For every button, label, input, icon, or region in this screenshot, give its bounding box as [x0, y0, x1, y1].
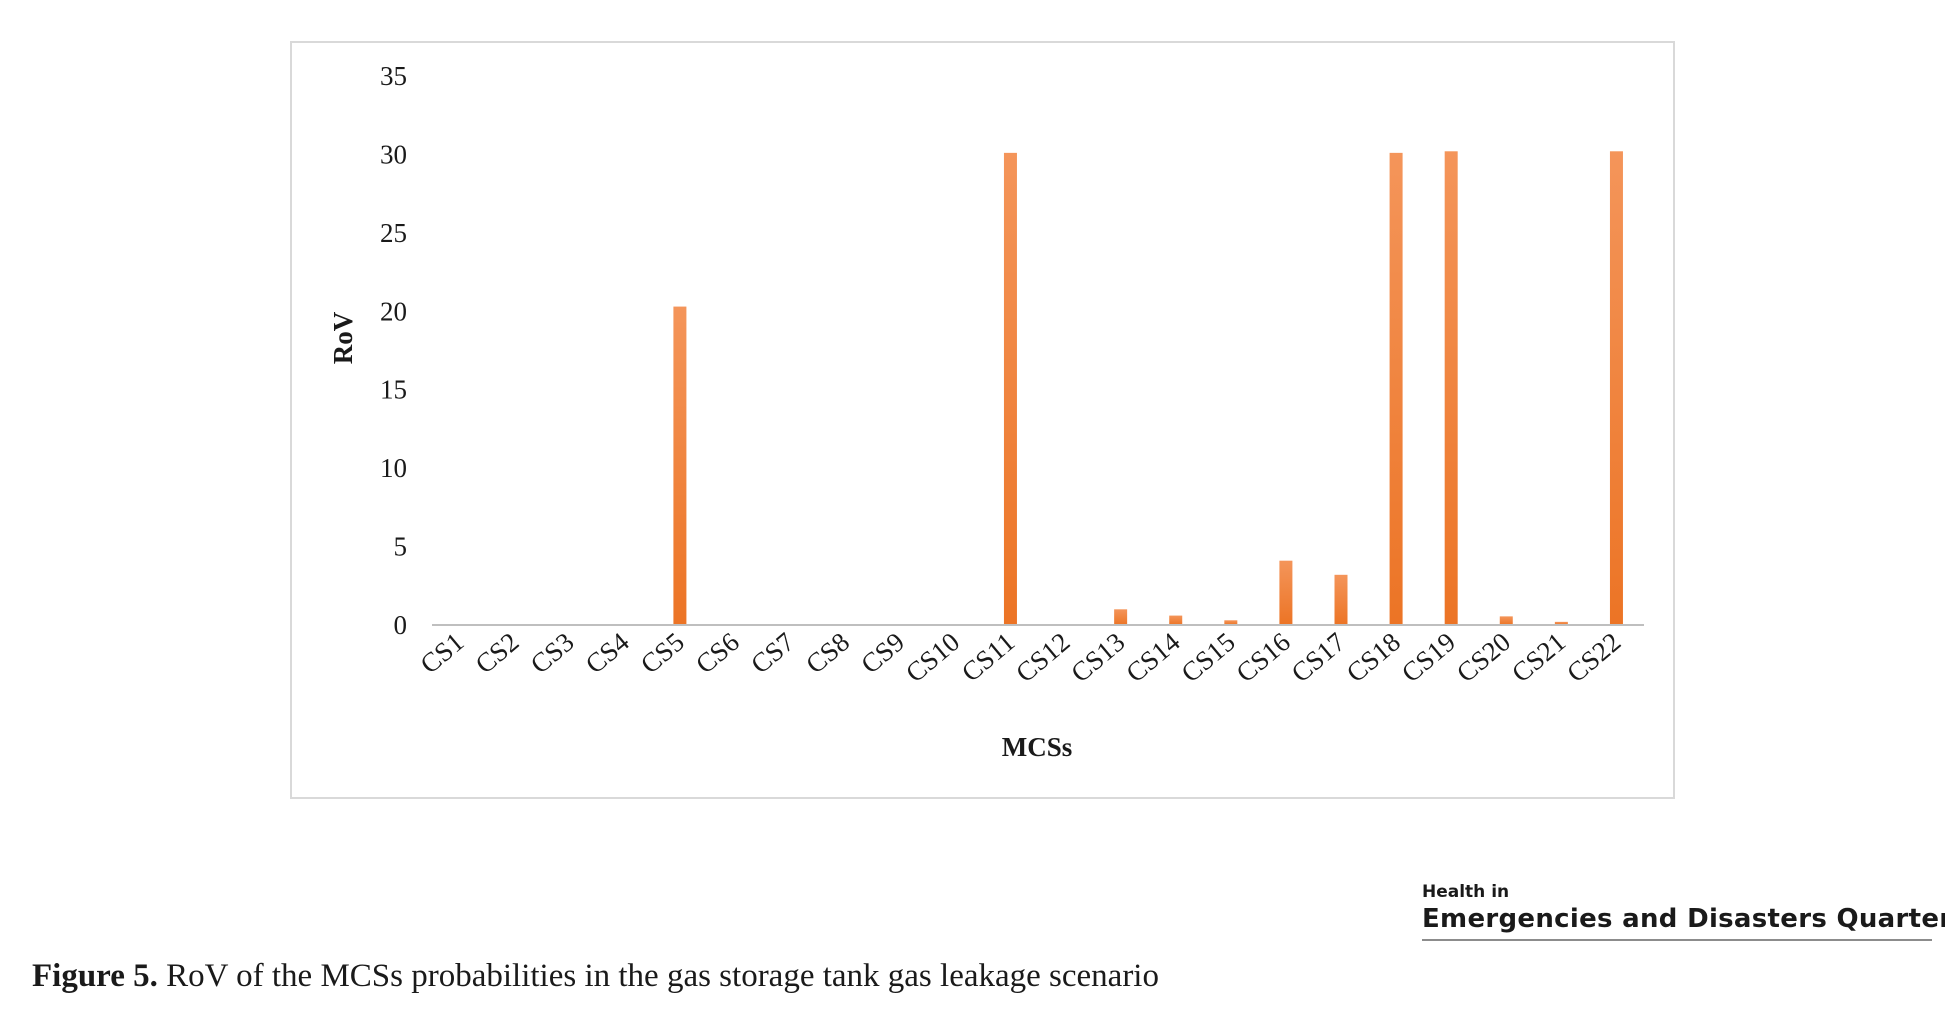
bar-cs14 [1169, 615, 1183, 625]
bar-cs21 [1554, 621, 1568, 625]
y-tick-label: 10 [380, 453, 407, 483]
x-tick-label: CS2 [470, 627, 525, 680]
bar-cs15 [1224, 620, 1238, 625]
x-tick-label: CS1 [414, 627, 469, 680]
figure-caption-text: RoV of the MCSs probabilities in the gas… [157, 958, 1159, 994]
logo-line-2: Emergencies and Disasters Quarterly [1422, 904, 1945, 934]
x-tick-label: CS7 [745, 627, 800, 680]
x-tick-label: CS12 [1010, 627, 1075, 689]
x-tick-label: CS3 [525, 627, 580, 680]
x-tick-label: CS8 [800, 627, 855, 680]
y-tick-label: 15 [380, 375, 407, 405]
x-tick-label: CS10 [900, 627, 965, 689]
bars [453, 151, 1623, 626]
bar-cs19 [1444, 151, 1458, 625]
x-tick-label: CS20 [1451, 627, 1516, 689]
y-axis-label: RoV [328, 311, 358, 364]
x-tick-label: CS4 [580, 626, 635, 679]
journal-logo: Health in Emergencies and Disasters Quar… [1422, 882, 1945, 941]
bar-cs16 [1279, 560, 1293, 625]
x-axis-label: MCSs [1002, 732, 1073, 762]
x-tick-label: CS17 [1286, 627, 1351, 689]
bar-cs11 [1003, 152, 1017, 626]
bar-cs18 [1389, 152, 1403, 626]
x-tick-label: CS9 [855, 627, 910, 680]
bar-cs20 [1499, 616, 1513, 625]
x-tick-label: CS6 [690, 627, 745, 680]
y-axis-ticks: 0 5 10 15 20 25 30 35 [380, 61, 407, 640]
chart-frame: 0 5 10 15 20 25 30 35 CS1 CS2 CS3 CS4 CS5 CS6 CS7 CS8 C… [290, 41, 1675, 799]
y-tick-label: 20 [380, 296, 407, 326]
y-tick-label: 5 [394, 532, 408, 562]
x-axis-ticks: CS1 CS2 CS3 CS4 CS5 CS6 CS7 CS8 CS9CS10CS11CS12C… [414, 626, 1626, 688]
y-tick-label: 25 [380, 218, 407, 248]
bar-cs17 [1334, 574, 1348, 625]
x-tick-label: CS16 [1230, 627, 1295, 689]
x-tick-label: CS21 [1506, 627, 1571, 689]
bar-cs13 [1114, 609, 1128, 625]
bar-cs5 [673, 306, 687, 625]
x-tick-label: CS13 [1065, 627, 1130, 689]
figure-caption-label: Figure 5. [32, 958, 158, 994]
x-tick-label: CS5 [635, 627, 690, 680]
x-tick-label: CS11 [956, 627, 1021, 688]
x-tick-label: CS19 [1396, 627, 1461, 689]
figure-caption: Figure 5. RoV of the MCSs probabilities … [32, 958, 1159, 995]
x-tick-label: CS15 [1175, 627, 1240, 689]
bar-cs22 [1609, 151, 1623, 625]
x-tick-label: CS22 [1561, 627, 1626, 689]
y-tick-label: 30 [380, 139, 407, 169]
x-tick-label: CS18 [1341, 627, 1406, 689]
y-tick-label: 0 [394, 610, 408, 640]
logo-line-1: Health in [1422, 882, 1510, 902]
x-tick-label: CS14 [1120, 626, 1186, 688]
logo-divider [1422, 939, 1932, 941]
y-tick-label: 35 [380, 61, 407, 91]
